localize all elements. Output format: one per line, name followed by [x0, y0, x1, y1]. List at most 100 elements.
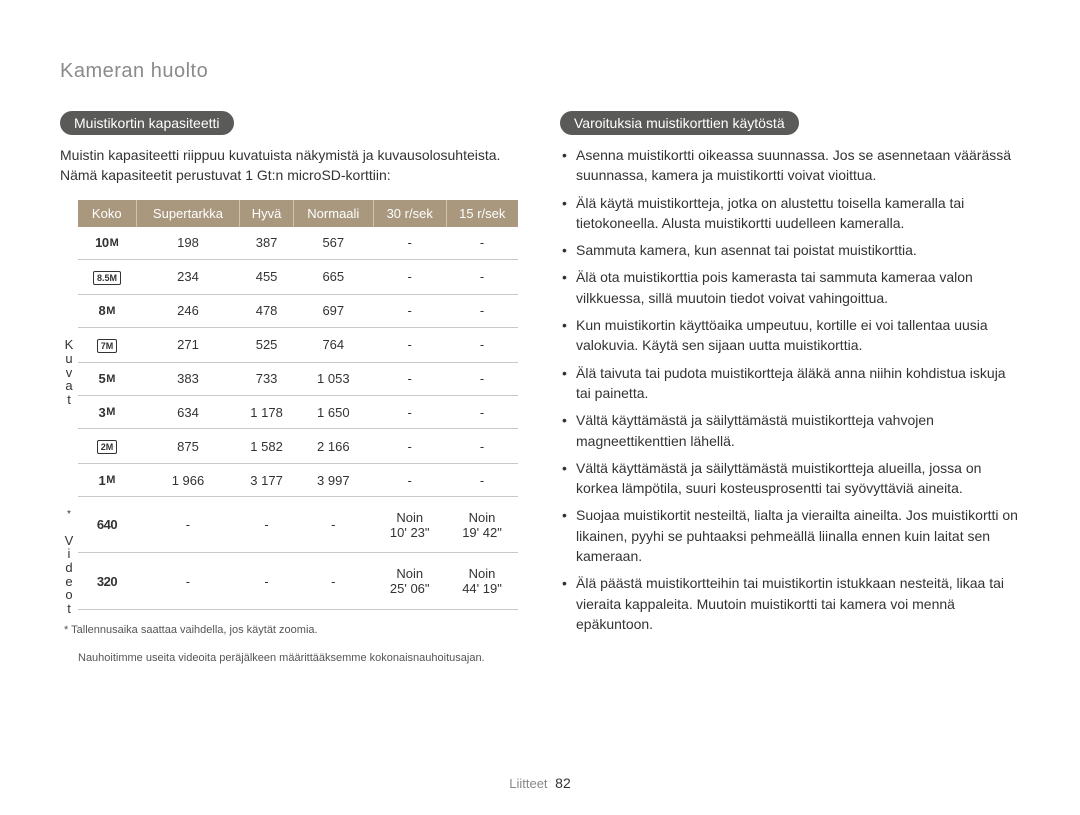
warning-item: Älä taivuta tai pudota muistikortteja äl…: [560, 363, 1020, 404]
value-cell: -: [136, 553, 240, 609]
warning-item: Vältä käyttämästä ja säilyttämästä muist…: [560, 410, 1020, 451]
table-row: 3M6341 1781 650--: [78, 395, 518, 428]
value-cell: -: [373, 362, 446, 395]
value-cell: 478: [240, 294, 293, 327]
content-columns: Muistikortin kapasiteetti Muistin kapasi…: [60, 111, 1020, 667]
value-cell: -: [446, 259, 518, 294]
table-header-cell: 30 r/sek: [373, 200, 446, 227]
size-cell: 3M: [78, 395, 136, 428]
value-cell: -: [373, 327, 446, 362]
warning-item: Suojaa muistikortit nesteiltä, lialta ja…: [560, 505, 1020, 566]
warning-item: Älä ota muistikorttia pois kamerasta tai…: [560, 267, 1020, 308]
value-cell: -: [240, 553, 293, 609]
footnote-star-icon: *: [60, 510, 78, 521]
footnote-1: * Tallennusaika saattaa vaihdella, jos k…: [60, 622, 520, 639]
value-cell: 733: [240, 362, 293, 395]
value-cell: -: [373, 227, 446, 260]
value-cell: -: [446, 362, 518, 395]
footer-page-number: 82: [555, 775, 571, 791]
value-cell: 697: [293, 294, 373, 327]
value-cell: 1 178: [240, 395, 293, 428]
value-cell: 198: [136, 227, 240, 260]
value-cell: -: [373, 429, 446, 464]
value-cell: -: [293, 497, 373, 553]
value-cell: -: [446, 327, 518, 362]
table-header-cell: Normaali: [293, 200, 373, 227]
value-cell: -: [446, 227, 518, 260]
warning-item: Kun muistikortin käyttöaika umpeutuu, ko…: [560, 315, 1020, 356]
value-cell: 1 650: [293, 395, 373, 428]
value-cell: -: [446, 294, 518, 327]
table-row: 320---Noin 25' 06"Noin 44' 19": [78, 553, 518, 609]
size-cell: 640: [78, 497, 136, 553]
value-cell: -: [373, 395, 446, 428]
value-cell: 387: [240, 227, 293, 260]
value-cell: 2 166: [293, 429, 373, 464]
warnings-list: Asenna muistikortti oikeassa suunnassa. …: [560, 145, 1020, 634]
vertical-tabs: Kuvat *Videot: [60, 200, 78, 610]
value-cell: 3 177: [240, 463, 293, 496]
value-cell: 665: [293, 259, 373, 294]
tab-kuvat: Kuvat: [60, 230, 78, 510]
value-cell: 246: [136, 294, 240, 327]
footer-section: Liitteet: [509, 776, 547, 791]
value-cell: -: [446, 429, 518, 464]
value-cell: -: [136, 497, 240, 553]
value-cell: Noin 25' 06": [373, 553, 446, 609]
table-header-cell: Hyvä: [240, 200, 293, 227]
capacity-table: KokoSupertarkkaHyväNormaali30 r/sek15 r/…: [78, 200, 518, 610]
size-cell: 5M: [78, 362, 136, 395]
warning-item: Asenna muistikortti oikeassa suunnassa. …: [560, 145, 1020, 186]
value-cell: 1 966: [136, 463, 240, 496]
page-footer: Liitteet 82: [0, 775, 1080, 791]
value-cell: 383: [136, 362, 240, 395]
value-cell: -: [293, 553, 373, 609]
tab-videot: *Videot: [60, 510, 78, 610]
size-cell: 8.5M: [78, 259, 136, 294]
value-cell: 875: [136, 429, 240, 464]
table-header-cell: 15 r/sek: [446, 200, 518, 227]
right-column: Varoituksia muistikorttien käytöstä Asen…: [560, 111, 1020, 667]
table-row: 5M3837331 053--: [78, 362, 518, 395]
size-cell: 8M: [78, 294, 136, 327]
table-row: 2M8751 5822 166--: [78, 429, 518, 464]
warning-item: Älä käytä muistikortteja, jotka on alust…: [560, 193, 1020, 234]
table-row: 8.5M234455665--: [78, 259, 518, 294]
value-cell: -: [373, 294, 446, 327]
warning-item: Älä päästä muistikortteihin tai muistiko…: [560, 573, 1020, 634]
value-cell: 764: [293, 327, 373, 362]
size-cell: 10M: [78, 227, 136, 260]
capacity-table-wrap: Kuvat *Videot KokoSupertarkkaHyväNormaal…: [60, 200, 520, 610]
warning-item: Vältä käyttämästä ja säilyttämästä muist…: [560, 458, 1020, 499]
page-title: Kameran huolto: [60, 60, 1020, 83]
table-row: 10M198387567--: [78, 227, 518, 260]
value-cell: Noin 19' 42": [446, 497, 518, 553]
warning-item: Sammuta kamera, kun asennat tai poistat …: [560, 240, 1020, 260]
footnote-2: Nauhoitimme useita videoita peräjälkeen …: [60, 650, 520, 667]
table-row: 640---Noin 10' 23"Noin 19' 42": [78, 497, 518, 553]
value-cell: 567: [293, 227, 373, 260]
capacity-heading: Muistikortin kapasiteetti: [60, 111, 234, 135]
value-cell: 3 997: [293, 463, 373, 496]
size-cell: 2M: [78, 429, 136, 464]
table-header-cell: Koko: [78, 200, 136, 227]
value-cell: 271: [136, 327, 240, 362]
size-cell: 7M: [78, 327, 136, 362]
value-cell: -: [446, 463, 518, 496]
value-cell: 455: [240, 259, 293, 294]
table-header-cell: Supertarkka: [136, 200, 240, 227]
value-cell: Noin 44' 19": [446, 553, 518, 609]
size-cell: 320: [78, 553, 136, 609]
left-column: Muistikortin kapasiteetti Muistin kapasi…: [60, 111, 520, 667]
value-cell: 1 582: [240, 429, 293, 464]
size-cell: 1M: [78, 463, 136, 496]
value-cell: -: [446, 395, 518, 428]
value-cell: -: [240, 497, 293, 553]
table-row: 8M246478697--: [78, 294, 518, 327]
warnings-heading: Varoituksia muistikorttien käytöstä: [560, 111, 799, 135]
value-cell: 234: [136, 259, 240, 294]
table-header-row: KokoSupertarkkaHyväNormaali30 r/sek15 r/…: [78, 200, 518, 227]
value-cell: 525: [240, 327, 293, 362]
value-cell: 1 053: [293, 362, 373, 395]
table-row: 1M1 9663 1773 997--: [78, 463, 518, 496]
